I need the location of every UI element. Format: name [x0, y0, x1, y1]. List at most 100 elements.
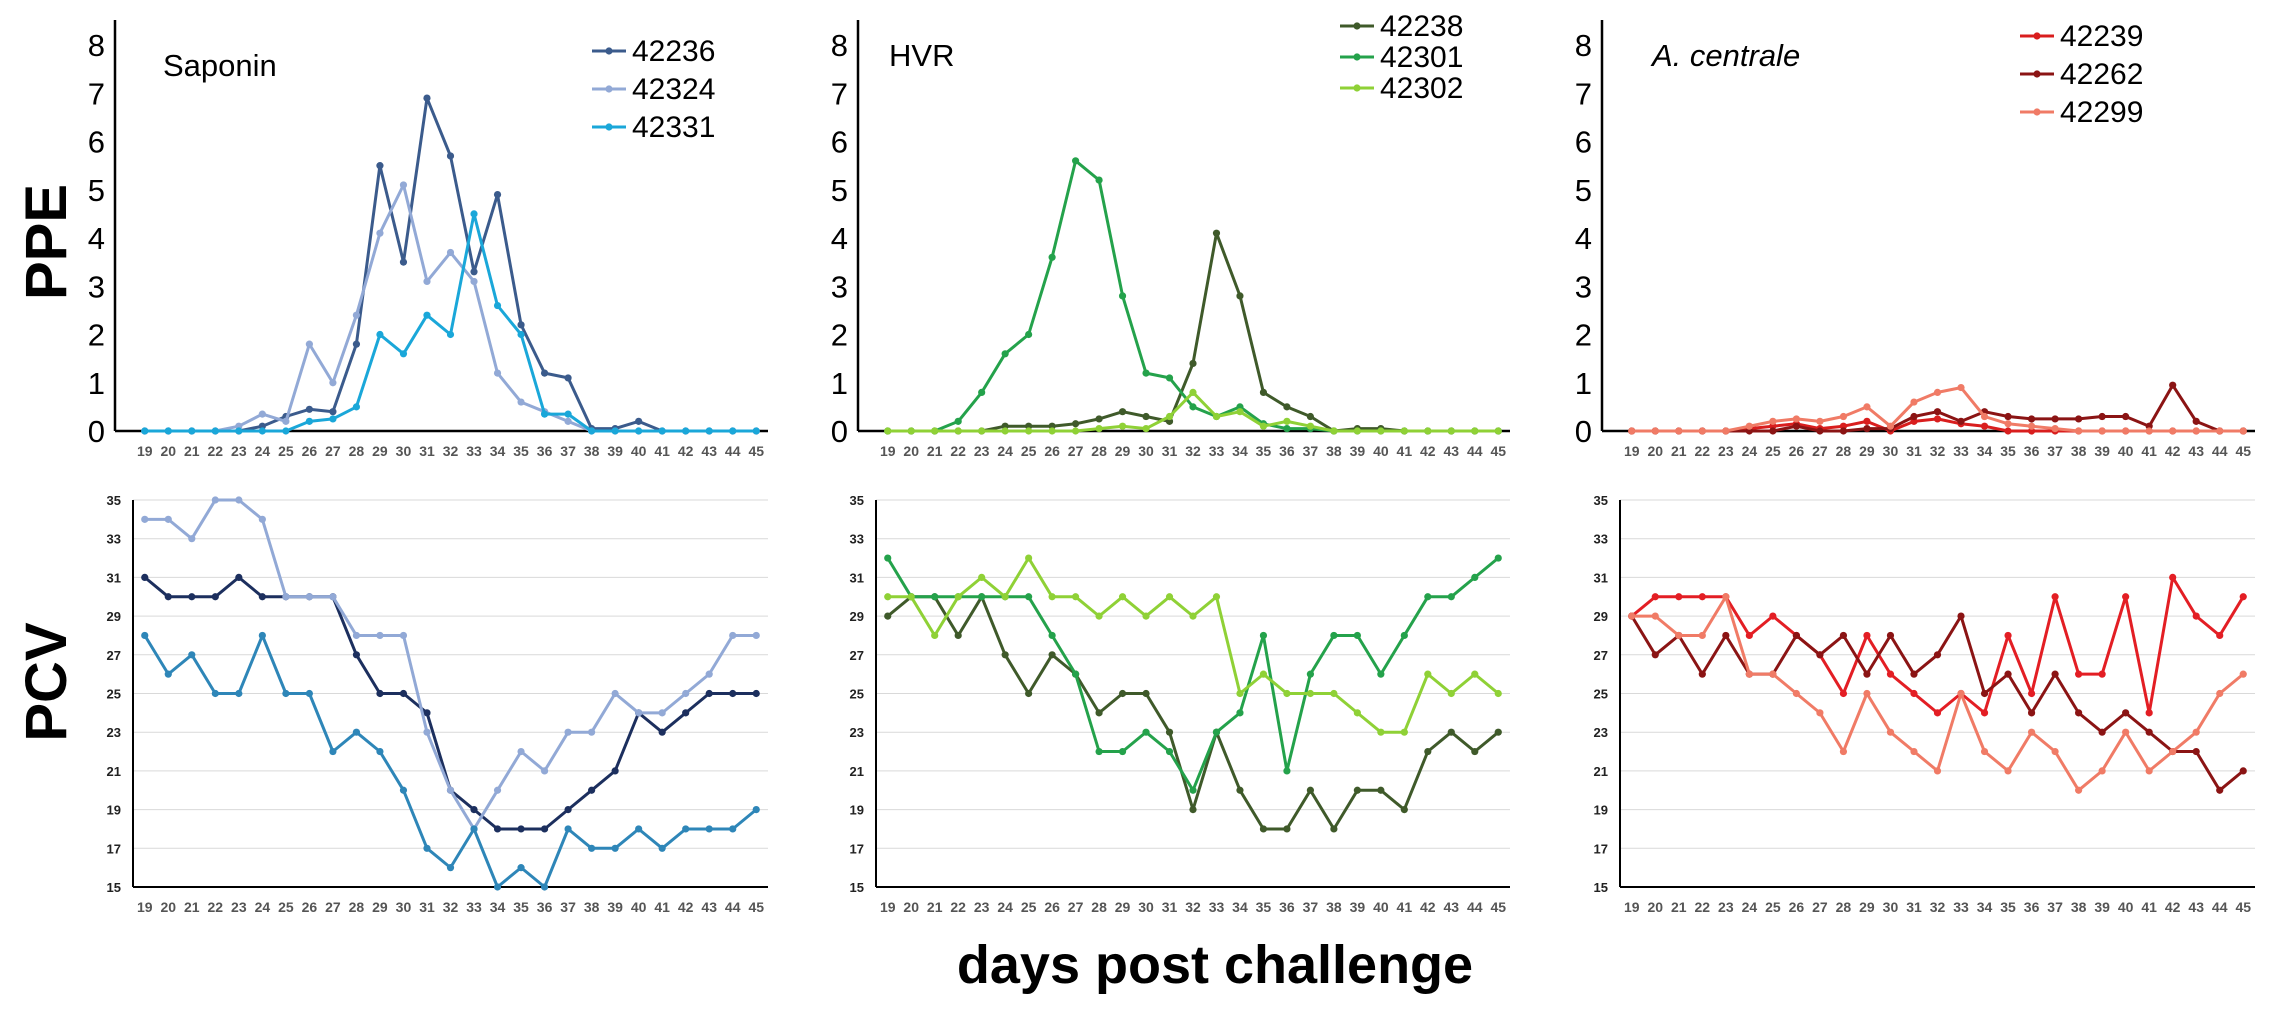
data-point-42262: [2027, 415, 2036, 423]
data-point-42236: [635, 417, 643, 425]
data-point-42301: [1189, 403, 1197, 411]
data-point-42301: [1447, 593, 1455, 601]
series-line-42324: [144, 183, 757, 433]
data-point-42302: [954, 593, 962, 601]
data-point-42302: [1353, 427, 1361, 435]
legend-label: 42302: [1380, 72, 1463, 105]
x-tick-label: 45: [2235, 443, 2251, 459]
y-tick-label: 7: [1575, 76, 1592, 111]
x-tick-label: 44: [1467, 443, 1483, 459]
x-tick-label: 26: [1044, 899, 1060, 915]
data-point-42302: [1259, 422, 1268, 430]
data-point-42236: [352, 340, 361, 348]
data-point-42324: [446, 248, 455, 257]
x-tick-label: 41: [1397, 443, 1413, 459]
data-point-42239: [1698, 593, 1706, 601]
x-tick-label: 34: [1977, 443, 1993, 459]
x-tick-label: 35: [513, 443, 529, 459]
data-point-42301: [1283, 767, 1291, 775]
data-point-42331: [352, 728, 361, 736]
x-tick-label: 21: [927, 899, 943, 915]
legend-label: 42324: [632, 73, 715, 106]
data-point-42302: [1025, 427, 1033, 435]
data-point-42236: [564, 806, 572, 814]
x-tick-label: 33: [466, 899, 482, 915]
x-tick-label: 28: [1091, 899, 1107, 915]
y-tick-label: 27: [107, 648, 121, 663]
data-point-42236: [517, 825, 525, 833]
x-tick-label: 22: [1695, 899, 1711, 915]
x-tick-label: 26: [1044, 443, 1060, 459]
data-point-42331: [470, 825, 478, 833]
data-point-42299: [1628, 612, 1636, 620]
x-tick-label: 31: [1162, 443, 1178, 459]
x-tick-label: 34: [490, 899, 506, 915]
data-point-42331: [329, 415, 337, 423]
data-point-42262: [1863, 424, 1871, 433]
x-tick-label: 34: [1977, 899, 1993, 915]
data-point-42331: [282, 427, 290, 435]
data-point-42324: [329, 379, 337, 387]
series-line-42302: [887, 390, 1499, 433]
data-point-42262: [1957, 417, 1965, 425]
x-tick-label: 36: [537, 899, 553, 915]
data-point-42301: [1048, 631, 1056, 640]
data-point-42331: [493, 301, 502, 310]
data-point-42238: [1189, 806, 1197, 814]
panel-title: Saponin: [163, 48, 277, 83]
y-tick-label: 17: [850, 841, 864, 856]
data-point-42236: [540, 369, 549, 377]
data-point-42301: [1259, 631, 1268, 640]
data-point-42236: [235, 573, 243, 582]
data-point-42239: [2145, 709, 2153, 717]
y-tick-label: 2: [1575, 318, 1592, 353]
data-point-42302: [1236, 408, 1244, 416]
x-tick-label: 26: [1789, 443, 1805, 459]
data-point-42236: [540, 825, 549, 833]
data-point-42302: [1377, 427, 1385, 435]
x-tick-label: 21: [927, 443, 943, 459]
legend-label: 42331: [632, 111, 715, 144]
data-point-42301: [1306, 670, 1315, 678]
data-point-42299: [1863, 403, 1871, 411]
y-tick-label: 19: [1594, 803, 1608, 818]
data-point-42324: [493, 369, 502, 377]
data-point-42299: [1745, 670, 1753, 678]
x-tick-label: 39: [1350, 443, 1366, 459]
data-point-42331: [588, 844, 596, 852]
y-tick-label: 15: [1594, 880, 1608, 895]
y-tick-label: 31: [107, 570, 121, 585]
y-tick-label: 8: [1575, 28, 1592, 63]
data-point-42331: [258, 631, 266, 640]
data-point-42299: [1816, 709, 1824, 717]
data-point-42299: [1651, 612, 1659, 620]
data-point-42331: [352, 403, 361, 411]
data-point-42262: [1910, 670, 1918, 678]
legend-label: 42299: [2060, 96, 2143, 129]
x-tick-label: 23: [231, 443, 247, 459]
data-point-42299: [1957, 689, 1965, 698]
series-line-42238: [887, 231, 1499, 433]
y-tick-label: 35: [107, 493, 121, 508]
data-point-42299: [2145, 767, 2153, 775]
y-tick-label: 33: [107, 532, 121, 547]
data-point-42324: [682, 689, 690, 698]
data-point-42302: [1447, 427, 1455, 435]
y-tick-label: 1: [831, 366, 848, 401]
data-point-42236: [141, 573, 149, 582]
data-point-42299: [1886, 422, 1895, 430]
x-tick-label: 42: [2165, 899, 2181, 915]
x-tick-label: 22: [950, 443, 966, 459]
y-tick-label: 0: [831, 414, 848, 449]
x-tick-label: 37: [1303, 899, 1319, 915]
data-point-42331: [517, 330, 525, 339]
x-tick-label: 23: [1718, 443, 1734, 459]
data-point-42238: [1306, 786, 1315, 794]
data-point-42299: [1933, 767, 1942, 775]
data-point-42238: [1259, 825, 1268, 833]
x-tick-label: 27: [325, 899, 341, 915]
legend-marker: [605, 47, 613, 55]
data-point-42299: [1698, 631, 1706, 640]
data-point-42299: [2239, 427, 2247, 435]
x-tick-label: 32: [1930, 443, 1946, 459]
